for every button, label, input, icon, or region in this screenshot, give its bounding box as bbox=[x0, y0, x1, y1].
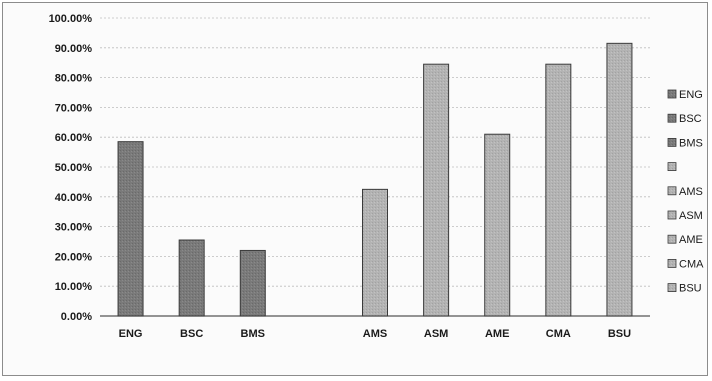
bar-cma bbox=[545, 63, 572, 317]
x-tick-label: AMS bbox=[363, 328, 387, 340]
legend-label: AMS bbox=[679, 186, 703, 198]
legend-swatch bbox=[667, 186, 677, 196]
x-axis-labels: ENG BSC BMS AMS ASM AME CMA BSU bbox=[119, 328, 631, 340]
legend-label: AME bbox=[679, 234, 703, 246]
legend-swatch bbox=[667, 234, 677, 244]
y-tick-label: 10.00% bbox=[55, 281, 93, 293]
legend-label: ASM bbox=[679, 210, 703, 222]
legend-label: BSC bbox=[679, 113, 702, 125]
legend-swatch bbox=[667, 89, 677, 99]
y-axis-ticks: 0.00% 10.00% 20.00% 30.00% 40.00% 50.00% 60.00… bbox=[49, 13, 93, 323]
y-tick-label: 70.00% bbox=[55, 102, 93, 114]
x-tick-label: BSC bbox=[180, 328, 203, 340]
bars bbox=[117, 42, 633, 317]
legend-swatch bbox=[667, 137, 677, 147]
legend-swatch bbox=[667, 258, 677, 268]
x-tick-label: AME bbox=[485, 328, 509, 340]
bar-asm bbox=[423, 63, 450, 317]
x-tick-label: BMS bbox=[241, 328, 265, 340]
legend-swatch bbox=[667, 210, 677, 220]
x-tick-label: BSU bbox=[608, 328, 631, 340]
y-tick-label: 60.00% bbox=[55, 132, 93, 144]
x-tick-label: CMA bbox=[546, 328, 571, 340]
y-tick-label: 30.00% bbox=[55, 222, 93, 234]
y-tick-label: 100.00% bbox=[49, 13, 93, 25]
bar-ame bbox=[484, 133, 511, 317]
legend-swatch bbox=[667, 162, 677, 172]
bar-bms bbox=[239, 249, 266, 317]
legend-label: CMA bbox=[679, 258, 704, 270]
bar-bsu bbox=[606, 42, 633, 317]
x-tick-label: ASM bbox=[424, 328, 448, 340]
y-tick-label: 40.00% bbox=[55, 192, 93, 204]
bar-ams bbox=[362, 188, 388, 317]
legend-label: BSU bbox=[679, 283, 702, 295]
legend-label: BMS bbox=[679, 137, 703, 149]
y-tick-label: 20.00% bbox=[55, 251, 93, 263]
y-tick-label: 0.00% bbox=[61, 311, 92, 323]
legend: ENG BSC BMS AMS ASM AME CMA BSU bbox=[667, 89, 704, 295]
bar-bsc bbox=[178, 239, 205, 317]
legend-swatch bbox=[667, 113, 677, 123]
y-tick-label: 50.00% bbox=[55, 162, 93, 174]
legend-swatch bbox=[667, 283, 677, 293]
bar-eng bbox=[117, 141, 144, 317]
x-tick-label: ENG bbox=[119, 328, 143, 340]
y-tick-label: 80.00% bbox=[55, 73, 93, 85]
y-tick-label: 90.00% bbox=[55, 43, 93, 55]
legend-label: ENG bbox=[679, 89, 703, 101]
